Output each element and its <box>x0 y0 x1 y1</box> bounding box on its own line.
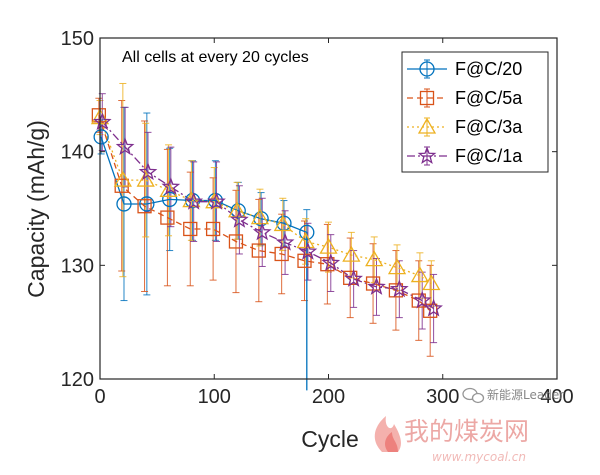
data-point-f-c-3a <box>410 266 430 283</box>
error-bar-f-c-5a <box>369 243 377 324</box>
legend: F@C/20 F@C/5a F@C/3a F@C/1a <box>401 51 549 173</box>
series-lines <box>98 115 434 391</box>
data-point-f-c-1a <box>412 290 432 309</box>
flame-logo-icon <box>374 416 401 452</box>
legend-entry-f-c-1a: F@C/1a <box>407 146 523 166</box>
legend-entry-f-c-5a: F@C/5a <box>407 88 523 108</box>
y-axis-label: Capacity (mAh/g) <box>23 120 49 298</box>
legend-label-f-c-1a: F@C/1a <box>455 146 523 166</box>
data-point-f-c-3a <box>319 237 338 254</box>
data-point-f-c-1a <box>252 222 272 241</box>
series-line-f-c-1a <box>101 121 434 310</box>
data-point-f-c-1a <box>298 241 318 260</box>
error-bar-f-c-3a <box>165 144 173 237</box>
error-bar-f-c-1a <box>190 161 198 242</box>
data-point-f-c-5a <box>411 293 426 308</box>
data-point-f-c-3a <box>250 208 270 225</box>
legend-marker-f-c-3a <box>417 117 437 134</box>
series-line-f-c-3a <box>99 117 432 285</box>
x-tick-label: 100 <box>198 386 231 408</box>
legend-box <box>401 51 549 173</box>
legend-label-f-c-5a: F@C/5a <box>455 88 523 108</box>
data-point-f-c-20 <box>93 129 109 145</box>
y-tick-label: 140 <box>61 142 94 164</box>
legend-marker-f-c-1a <box>417 146 437 164</box>
data-point-f-c-3a <box>113 170 132 187</box>
data-point-f-c-3a <box>387 258 407 275</box>
legend-marker-f-c-20 <box>419 61 435 77</box>
data-point-f-c-1a <box>389 279 409 298</box>
error-bar-f-c-1a <box>258 197 266 267</box>
error-bar-f-c-3a <box>142 122 150 238</box>
error-bar-f-c-5a <box>415 260 423 341</box>
error-bar-f-c-1a <box>235 185 243 255</box>
data-point-f-c-20 <box>299 224 315 241</box>
watermark-url-text: www.mycoal.cn <box>432 450 526 464</box>
axes: 0 100 200 300 400 120 130 140 150 <box>61 28 574 408</box>
y-tick-label: 120 <box>61 369 94 391</box>
x-tick-label: 400 <box>540 386 573 408</box>
data-point-f-c-3a <box>136 170 155 187</box>
x-axis-label: Cycle <box>301 426 359 452</box>
data-point-f-c-1a <box>115 137 135 156</box>
data-point-f-c-1a <box>344 269 363 287</box>
watermark: 新能源Leader 我的煤炭网 www.mycoal.cn <box>374 387 564 464</box>
data-point-f-c-3a <box>273 215 292 232</box>
data-point-f-c-5a <box>251 243 266 258</box>
legend-label-f-c-20: F@C/20 <box>455 59 522 79</box>
data-point-f-c-3a <box>365 250 384 267</box>
data-point-f-c-5a <box>160 210 175 225</box>
data-point-f-c-20 <box>162 191 178 208</box>
data-point-f-c-5a <box>228 234 244 249</box>
legend-entry-f-c-20: F@C/20 <box>407 59 522 79</box>
data-point-f-c-1a <box>161 177 181 195</box>
data-point-f-c-1a <box>184 191 204 210</box>
legend-marker-f-c-5a <box>419 90 435 106</box>
data-point-f-c-3a <box>296 232 315 249</box>
data-point-f-c-1a <box>92 112 112 131</box>
data-point-f-c-5a <box>91 108 107 123</box>
data-point-f-c-1a <box>321 253 341 271</box>
data-point-f-c-5a <box>205 221 221 237</box>
y-tick-label: 150 <box>61 28 94 50</box>
watermark-top-text: 新能源Leader <box>487 387 564 402</box>
x-tick-label: 200 <box>312 386 345 408</box>
data-point-f-c-5a <box>137 199 152 214</box>
y-tick-label: 130 <box>61 255 94 277</box>
error-bar-f-c-5a <box>255 198 263 303</box>
data-point-f-c-20 <box>139 196 155 212</box>
chart-annotation: All cells at every 20 cycles <box>122 49 309 66</box>
data-point-f-c-1a <box>275 232 295 251</box>
data-point-f-c-3a <box>422 274 441 291</box>
data-point-f-c-1a <box>138 162 158 181</box>
data-point-f-c-20 <box>116 196 132 212</box>
data-point-f-c-1a <box>367 277 386 295</box>
error-bar-f-c-1a <box>304 222 312 281</box>
wechat-icon <box>462 387 485 404</box>
data-point-f-c-1a <box>424 298 443 317</box>
data-point-f-c-5a <box>274 246 289 262</box>
data-point-f-c-3a <box>159 181 178 197</box>
x-tick-label: 0 <box>94 386 105 408</box>
legend-label-f-c-3a: F@C/3a <box>455 117 523 137</box>
data-point-f-c-1a <box>230 210 249 228</box>
watermark-main-text: 我的煤炭网 <box>404 417 529 446</box>
data-point-f-c-5a <box>183 221 198 237</box>
markers <box>90 108 443 318</box>
x-tick-label: 300 <box>426 386 459 408</box>
legend-entry-f-c-3a: F@C/3a <box>407 117 523 137</box>
data-point-f-c-3a <box>342 245 361 262</box>
data-point-f-c-1a <box>207 191 226 210</box>
series-line-f-c-5a <box>98 115 431 312</box>
